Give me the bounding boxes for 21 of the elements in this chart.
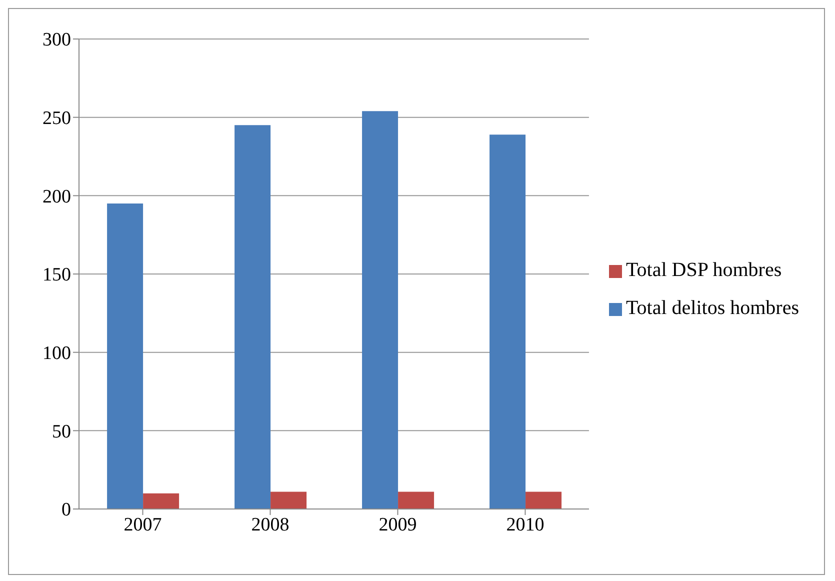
bar [143,493,180,509]
y-tick-label: 100 [42,343,71,364]
x-tick-label: 2009 [378,514,417,536]
y-tick-label: 300 [42,30,71,51]
y-tick-label: 50 [52,421,71,442]
bar [526,492,562,509]
y-tick-label: 150 [42,264,71,286]
y-tick-label: 200 [42,186,71,208]
x-tick-label: 2007 [124,514,162,536]
x-tick-label: 2008 [251,514,290,536]
legend-label: Total delitos hombres [626,297,799,319]
bar [398,492,434,509]
y-tick-label: 0 [62,500,71,521]
bar [234,125,271,509]
bar [107,204,144,509]
x-tick-label: 2010 [506,514,544,536]
y-tick-label: 250 [42,108,71,130]
bar [362,111,398,509]
bar [270,492,307,509]
legend-label: Total DSP hombres [626,259,782,281]
bar [490,134,526,509]
